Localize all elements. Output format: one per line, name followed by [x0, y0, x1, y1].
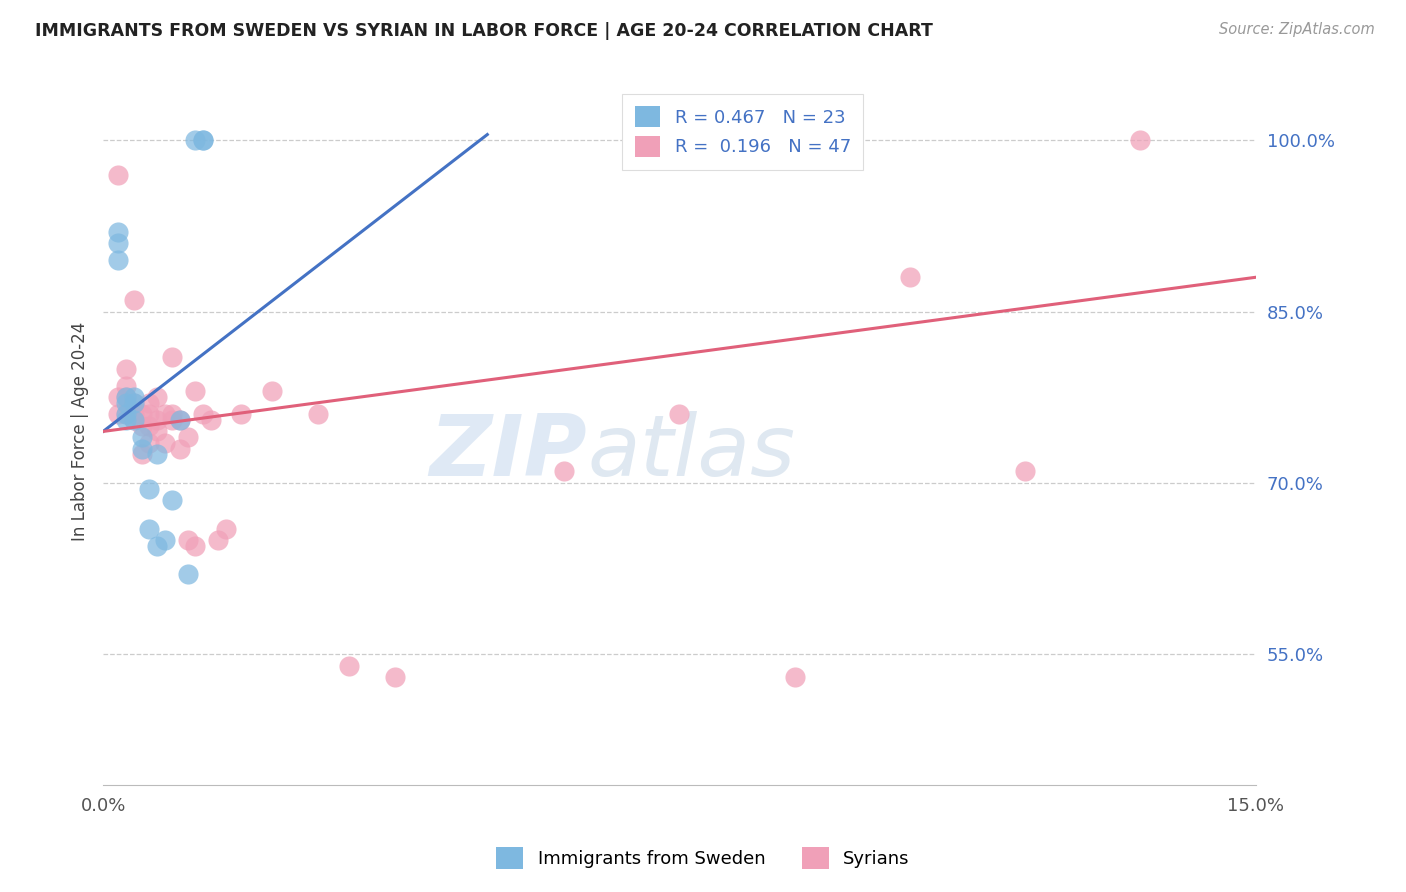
- Point: [115, 407, 138, 421]
- Legend: R = 0.467   N = 23, R =  0.196   N = 47: R = 0.467 N = 23, R = 0.196 N = 47: [621, 94, 863, 169]
- Point: [122, 413, 145, 427]
- Point: [162, 413, 184, 427]
- Point: [146, 390, 169, 404]
- Point: [262, 384, 284, 399]
- Point: [131, 407, 153, 421]
- Point: [176, 430, 198, 444]
- Text: IMMIGRANTS FROM SWEDEN VS SYRIAN IN LABOR FORCE | AGE 20-24 CORRELATION CHART: IMMIGRANTS FROM SWEDEN VS SYRIAN IN LABO…: [35, 22, 934, 40]
- Point: [898, 270, 921, 285]
- Point: [107, 225, 129, 239]
- Point: [191, 407, 214, 421]
- Point: [138, 522, 160, 536]
- Point: [162, 407, 184, 421]
- Point: [138, 418, 160, 433]
- Point: [138, 435, 160, 450]
- Point: [153, 407, 176, 421]
- Point: [138, 396, 160, 410]
- Point: [122, 407, 145, 421]
- Point: [115, 390, 138, 404]
- Point: [231, 407, 253, 421]
- Point: [107, 390, 129, 404]
- Point: [169, 413, 191, 427]
- Point: [115, 413, 138, 427]
- Point: [115, 407, 138, 421]
- Point: [138, 407, 160, 421]
- Point: [146, 447, 169, 461]
- Point: [122, 396, 145, 410]
- Point: [169, 442, 191, 456]
- Point: [146, 539, 169, 553]
- Point: [107, 253, 129, 268]
- Point: [107, 168, 129, 182]
- Point: [215, 522, 238, 536]
- Point: [307, 407, 329, 421]
- Legend: Immigrants from Sweden, Syrians: Immigrants from Sweden, Syrians: [488, 838, 918, 879]
- Point: [122, 413, 145, 427]
- Point: [115, 378, 138, 392]
- Point: [131, 418, 153, 433]
- Point: [122, 396, 145, 410]
- Point: [783, 670, 806, 684]
- Point: [176, 567, 198, 582]
- Point: [162, 350, 184, 364]
- Point: [153, 533, 176, 547]
- Point: [153, 435, 176, 450]
- Text: atlas: atlas: [588, 411, 796, 494]
- Point: [191, 133, 214, 147]
- Point: [131, 447, 153, 461]
- Point: [176, 533, 198, 547]
- Y-axis label: In Labor Force | Age 20-24: In Labor Force | Age 20-24: [72, 322, 89, 541]
- Point: [131, 430, 153, 444]
- Point: [384, 670, 406, 684]
- Point: [162, 492, 184, 507]
- Point: [184, 539, 207, 553]
- Point: [146, 413, 169, 427]
- Point: [131, 442, 153, 456]
- Point: [169, 413, 191, 427]
- Point: [191, 133, 214, 147]
- Point: [107, 407, 129, 421]
- Point: [184, 133, 207, 147]
- Point: [115, 361, 138, 376]
- Point: [115, 390, 138, 404]
- Text: Source: ZipAtlas.com: Source: ZipAtlas.com: [1219, 22, 1375, 37]
- Point: [1129, 133, 1152, 147]
- Point: [122, 293, 145, 307]
- Point: [207, 533, 229, 547]
- Point: [1014, 464, 1036, 478]
- Point: [146, 425, 169, 439]
- Point: [200, 413, 222, 427]
- Point: [122, 390, 145, 404]
- Text: ZIP: ZIP: [430, 411, 588, 494]
- Point: [553, 464, 575, 478]
- Point: [337, 658, 360, 673]
- Point: [107, 235, 129, 250]
- Point: [668, 407, 690, 421]
- Point: [184, 384, 207, 399]
- Point: [138, 482, 160, 496]
- Point: [115, 396, 138, 410]
